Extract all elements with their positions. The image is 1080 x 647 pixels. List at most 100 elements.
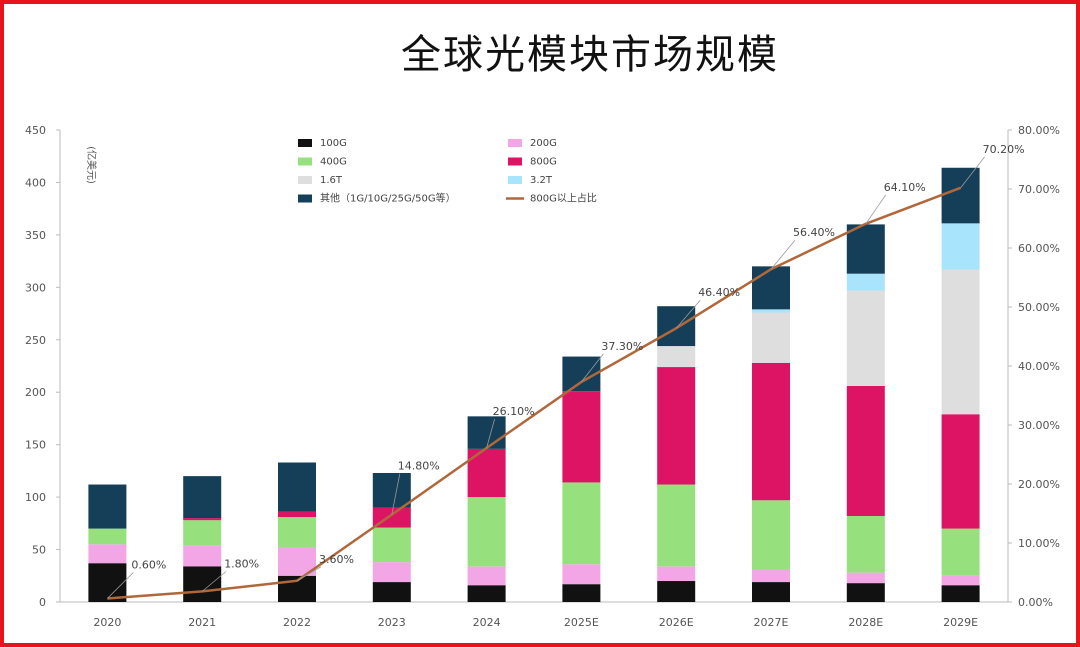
- y2-tick-label: 40.00%: [1018, 360, 1060, 373]
- y2-tick-label: 50.00%: [1018, 301, 1060, 314]
- y2-tick-label: 0.00%: [1018, 596, 1053, 609]
- bar-segment: [657, 566, 696, 582]
- chart-title: 全球光模块市场规模: [401, 32, 779, 78]
- line-series: [107, 186, 962, 600]
- line-data-label: 0.60%: [131, 558, 166, 571]
- legend-swatch: [298, 139, 312, 147]
- bar-segment: [278, 517, 316, 548]
- bar-segment: [562, 482, 601, 565]
- bar-segment: [467, 416, 506, 449]
- bar-segment: [562, 564, 601, 585]
- x-tick-label: 2025E: [564, 616, 599, 629]
- data-label-leader: [960, 156, 985, 189]
- bar-segment: [941, 575, 980, 586]
- line-data-label: 46.40%: [698, 286, 740, 299]
- bar-segment: [846, 224, 885, 274]
- bar-segment: [752, 266, 790, 310]
- y-tick-label: 350: [25, 229, 46, 242]
- y2-tick-label: 20.00%: [1018, 478, 1060, 491]
- x-tick-label: 2023: [378, 616, 406, 629]
- y2-tick-label: 80.00%: [1018, 124, 1060, 137]
- bar-segment: [88, 484, 127, 529]
- bar-segment: [941, 528, 980, 576]
- bar-segment: [846, 273, 885, 291]
- x-tick-label: 2029E: [943, 616, 978, 629]
- x-tick-label: 2027E: [754, 616, 789, 629]
- data-label-leader: [391, 473, 401, 515]
- y-tick-label: 450: [25, 124, 46, 137]
- legend-label: 800G以上占比: [530, 192, 597, 205]
- data-label-leader: [201, 571, 227, 592]
- x-tick-label: 2024: [473, 616, 501, 629]
- bar-segment: [183, 476, 222, 519]
- bar-segment: [941, 223, 980, 270]
- bar-segment: [941, 269, 980, 415]
- bar-segment: [657, 367, 696, 485]
- y-tick-label: 300: [25, 281, 46, 294]
- legend-label: 200G: [530, 138, 557, 149]
- bar-segment: [88, 544, 127, 564]
- bar-segment: [752, 582, 790, 602]
- legend-label: 1.6T: [320, 175, 343, 186]
- bar-segment: [278, 511, 316, 518]
- legend-swatch: [298, 194, 312, 203]
- legend-label: 其他（1G/10G/25G/50G等）: [320, 192, 456, 205]
- bar-segment: [183, 518, 222, 521]
- line-data-label: 70.20%: [983, 143, 1025, 156]
- bar-segment: [657, 581, 696, 602]
- line-data-label: 37.30%: [601, 340, 643, 353]
- bar-segment: [752, 312, 790, 363]
- y-tick-label: 250: [25, 334, 46, 347]
- bar-segment: [752, 309, 790, 313]
- data-label-leader: [581, 353, 604, 383]
- bar-segment: [941, 167, 980, 224]
- bar-segment: [752, 569, 790, 583]
- legend-swatch: [508, 157, 522, 166]
- bar-segment: [846, 290, 885, 386]
- y-tick-label: 200: [25, 386, 46, 399]
- bar-segment: [941, 585, 980, 602]
- x-tick-label: 2022: [283, 616, 311, 629]
- y2-tick-label: 60.00%: [1018, 242, 1060, 255]
- bar-segment: [372, 582, 411, 602]
- y-tick-label: 400: [25, 176, 46, 189]
- legend-swatch: [508, 139, 522, 147]
- y2-tick-label: 10.00%: [1018, 537, 1060, 550]
- legend-label: 100G: [320, 138, 347, 149]
- bar-segment: [183, 545, 222, 567]
- data-label-leader: [107, 572, 134, 599]
- bar-segment: [278, 462, 316, 512]
- line-data-label: 56.40%: [793, 226, 835, 239]
- bar-segment: [846, 583, 885, 602]
- legend-label: 800G: [530, 157, 557, 168]
- line-data-label: 64.10%: [884, 181, 926, 194]
- data-label-leader: [770, 239, 796, 270]
- line-data-label: 14.80%: [398, 460, 440, 473]
- bar-segment: [846, 385, 885, 516]
- y2-tick-label: 70.00%: [1018, 183, 1060, 196]
- bar-segment: [372, 562, 411, 583]
- legend-swatch: [298, 176, 312, 184]
- bar-segment: [562, 391, 601, 483]
- x-tick-label: 2026E: [659, 616, 694, 629]
- x-tick-label: 2020: [93, 616, 121, 629]
- data-label-leader: [865, 194, 887, 225]
- x-tick-label: 2021: [188, 616, 216, 629]
- bar-segment: [467, 566, 506, 586]
- x-tick-label: 2028E: [848, 616, 883, 629]
- legend-label: 400G: [320, 157, 347, 168]
- bar-segment: [183, 566, 222, 602]
- line-data-label: 1.80%: [224, 557, 259, 570]
- line-data-label: 26.10%: [493, 405, 535, 418]
- y-tick-label: 50: [32, 544, 46, 557]
- bar-segment: [372, 527, 411, 563]
- bar-segment: [372, 472, 411, 508]
- bar-segment: [752, 362, 790, 501]
- bar-segment: [752, 500, 790, 570]
- bar-segment: [467, 585, 506, 602]
- bar-segment: [467, 497, 506, 567]
- y-axis-label: (亿美元): [85, 146, 98, 184]
- legend-label: 3.2T: [530, 175, 553, 186]
- bar-segment: [846, 515, 885, 573]
